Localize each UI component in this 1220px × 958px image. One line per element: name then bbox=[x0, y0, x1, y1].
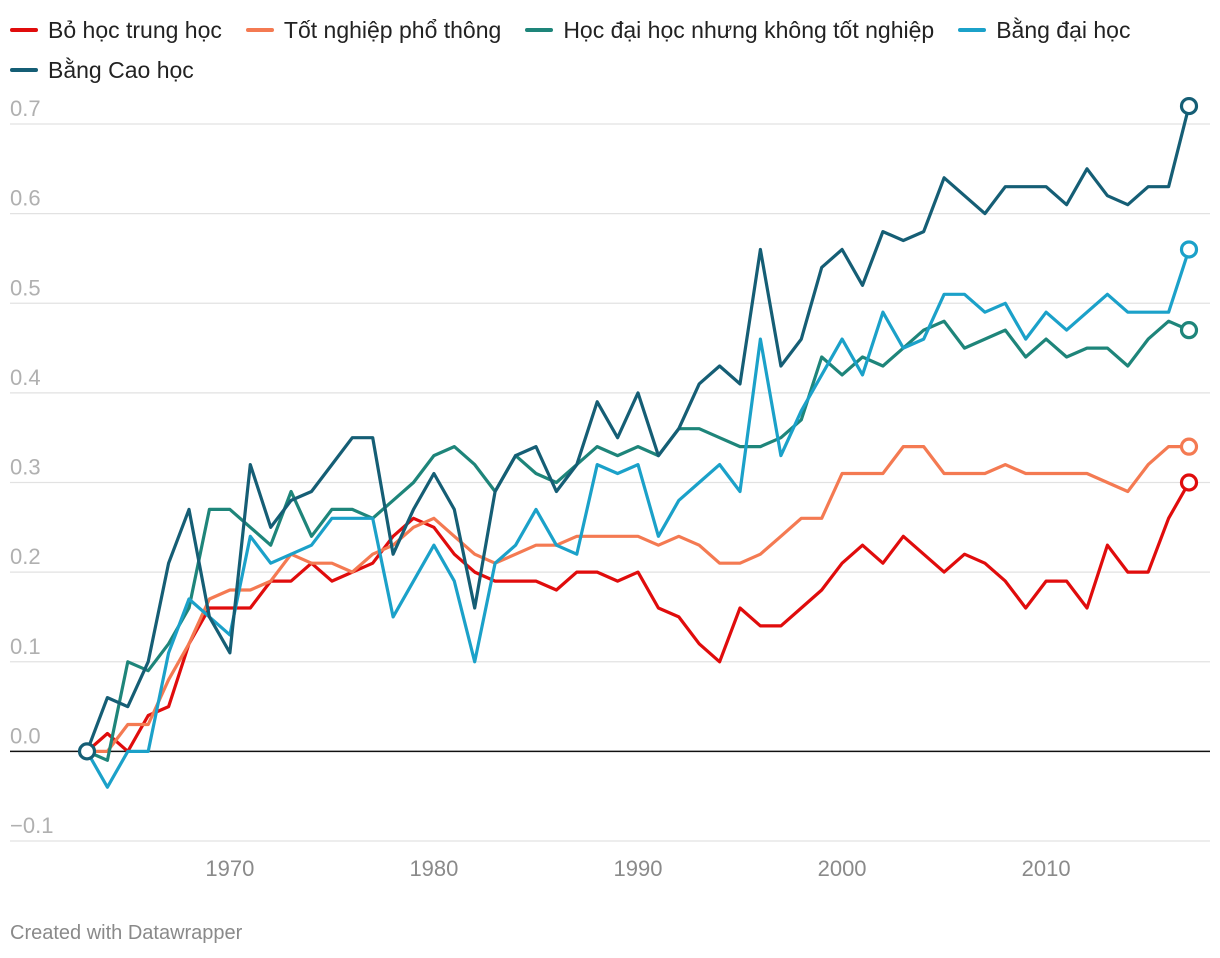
legend: Bỏ học trung học Tốt nghiệp phổ thông Học … bbox=[10, 10, 1210, 90]
legend-label: Học đại học nhưng không tốt nghiệp bbox=[563, 16, 935, 43]
end-point-marker bbox=[1179, 240, 1199, 259]
y-tick-label: 0.0 bbox=[10, 723, 41, 748]
legend-item: Bằng đại học bbox=[958, 10, 1130, 50]
legend-item: Bằng Cao học bbox=[10, 50, 194, 90]
series-line bbox=[85, 445, 1191, 754]
series-line bbox=[85, 319, 1191, 762]
end-point-marker bbox=[1179, 437, 1199, 456]
y-tick-label: 0.3 bbox=[10, 455, 41, 480]
y-tick-label: −0.1 bbox=[10, 813, 53, 838]
series-lines bbox=[77, 96, 1199, 789]
legend-label: Tốt nghiệp phổ thông bbox=[283, 16, 502, 43]
end-point-marker bbox=[1179, 321, 1199, 340]
series-line bbox=[85, 247, 1191, 789]
axis-labels: −0.1 0.0 0.1 0.2 0.3 0.4 0.5 0.6 0.7 1970 1980 1990… bbox=[10, 96, 1071, 881]
legend-label: Bỏ học trung học bbox=[48, 16, 222, 43]
x-tick-label: 1970 bbox=[205, 856, 254, 881]
legend-label: Bằng Cao học bbox=[48, 56, 194, 83]
series-line bbox=[85, 480, 1191, 754]
series-line bbox=[85, 104, 1191, 754]
y-tick-label: 0.2 bbox=[10, 544, 41, 569]
end-point-marker bbox=[1179, 473, 1199, 492]
legend-swatch bbox=[10, 28, 38, 32]
legend-swatch bbox=[245, 28, 274, 32]
y-tick-label: 0.4 bbox=[10, 365, 41, 390]
y-tick-label: 0.6 bbox=[10, 186, 41, 211]
x-tick-label: 2010 bbox=[1022, 856, 1071, 881]
y-tick-label: 0.7 bbox=[10, 96, 41, 121]
y-tick-label: 0.5 bbox=[10, 275, 41, 300]
y-tick-label: 0.1 bbox=[10, 634, 41, 659]
x-tick-label: 1990 bbox=[614, 856, 663, 881]
end-point-marker bbox=[1179, 96, 1199, 116]
x-tick-label: 2000 bbox=[818, 856, 867, 881]
grid-lines bbox=[10, 123, 1210, 842]
legend-swatch bbox=[525, 28, 554, 32]
line-chart: −0.1 0.0 0.1 0.2 0.3 0.4 0.5 0.6 0.7 1970 1980 1990… bbox=[10, 96, 1210, 881]
x-tick-label: 1980 bbox=[409, 856, 458, 881]
legend-label: Bằng đại học bbox=[996, 16, 1131, 43]
start-point-marker bbox=[77, 742, 97, 761]
legend-swatch bbox=[958, 28, 987, 32]
footer-credit: Created with Datawrapper bbox=[10, 922, 243, 944]
legend-item: Bỏ học trung học bbox=[10, 10, 222, 50]
legend-item: Tốt nghiệp phổ thông bbox=[245, 10, 502, 50]
legend-item: Học đại học nhưng không tốt nghiệp bbox=[525, 10, 934, 50]
legend-swatch bbox=[10, 68, 38, 72]
